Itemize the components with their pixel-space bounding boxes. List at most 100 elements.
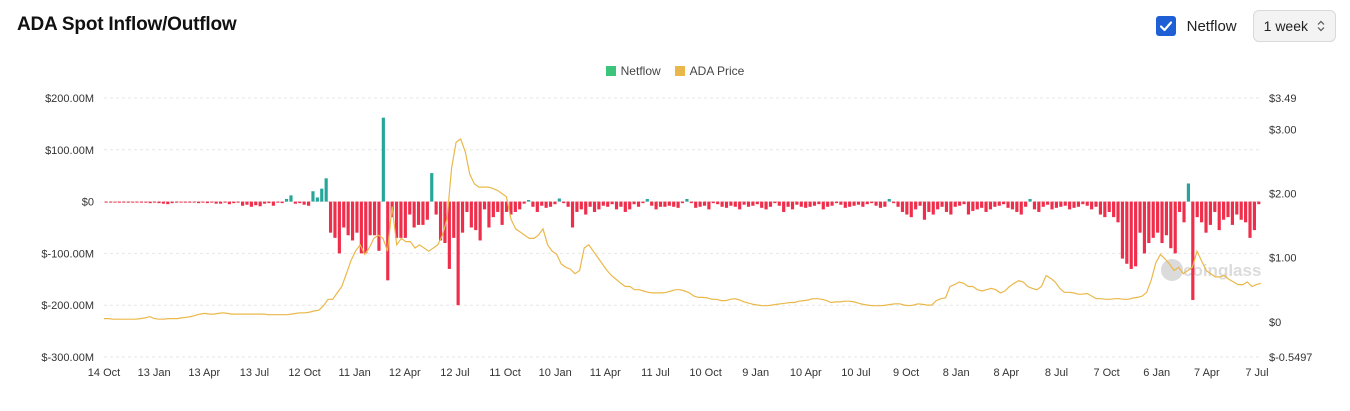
netflow-bar — [623, 201, 627, 212]
netflow-bar — [1116, 201, 1120, 223]
netflow-bar — [804, 201, 808, 208]
netflow-bar — [500, 201, 504, 225]
netflow-bar — [403, 201, 407, 238]
netflow-bar — [997, 201, 1001, 206]
netflow-bar — [1217, 201, 1221, 231]
interval-select[interactable]: 1 week — [1252, 10, 1336, 42]
netflow-bar — [443, 201, 447, 244]
legend-item-ada-price[interactable]: ADA Price — [674, 64, 744, 78]
netflow-bar — [1120, 201, 1125, 259]
netflow-bar — [183, 201, 187, 203]
x-axis-tick-label: 8 Apr — [994, 367, 1020, 379]
netflow-bar — [984, 201, 988, 212]
netflow-bar — [1125, 201, 1129, 264]
netflow-bar — [1226, 201, 1230, 218]
netflow-bar — [197, 201, 201, 204]
netflow-bar — [1081, 201, 1085, 205]
netflow-bar — [1182, 201, 1186, 223]
netflow-bar — [751, 201, 755, 206]
netflow-bar — [355, 201, 359, 233]
netflow-bar — [271, 201, 275, 206]
netflow-bar — [201, 201, 205, 203]
x-axis-tick-label: 13 Jul — [240, 367, 269, 379]
netflow-bar — [456, 201, 460, 306]
netflow-bar — [905, 201, 909, 215]
netflow-bar — [1059, 201, 1063, 207]
netflow-bar — [1037, 201, 1041, 212]
netflow-bar — [144, 201, 148, 203]
netflow-bar — [359, 201, 363, 254]
netflow-bar — [773, 201, 777, 204]
netflow-bar — [988, 201, 993, 210]
netflow-bar — [394, 201, 399, 238]
netflow-bar — [654, 201, 658, 210]
netflow-bar — [298, 201, 302, 204]
netflow-bar — [658, 201, 663, 207]
netflow-bar — [447, 201, 451, 269]
netflow-bar — [887, 199, 891, 202]
netflow-bar — [852, 201, 856, 206]
netflow-bar — [579, 201, 583, 210]
netflow-bar — [918, 201, 922, 206]
netflow-bar — [192, 201, 196, 203]
interval-select-value: 1 week — [1263, 18, 1308, 34]
netflow-bar — [861, 201, 865, 207]
netflow-bar — [262, 201, 267, 204]
netflow-bar — [166, 201, 170, 205]
netflow-bar — [966, 201, 971, 215]
legend-item-netflow[interactable]: Netflow — [605, 64, 661, 78]
x-axis-tick-label: 9 Oct — [893, 367, 919, 379]
netflow-bar — [1235, 201, 1239, 215]
netflow-bar — [900, 201, 905, 212]
netflow-bar — [628, 201, 632, 210]
netflow-bar — [812, 201, 817, 206]
netflow-checkbox[interactable] — [1155, 16, 1176, 36]
netflow-bar — [258, 201, 262, 207]
netflow-bar — [104, 201, 108, 203]
netflow-bar — [117, 201, 121, 203]
netflow-bar — [777, 201, 781, 206]
netflow-bar — [1191, 201, 1195, 301]
netflow-bar — [1032, 201, 1037, 210]
netflow-bar — [170, 201, 174, 204]
netflow-bar — [135, 201, 139, 203]
netflow-bar — [830, 201, 834, 206]
netflow-bar — [1257, 201, 1261, 205]
x-axis-tick-label: 8 Jul — [1045, 367, 1068, 379]
netflow-bar — [676, 201, 680, 208]
x-axis-ticks: 14 Oct 13 Jan 13 Apr 13 Jul 12 Oct 11 Jan 12 A… — [88, 367, 1269, 379]
legend-swatch-netflow — [605, 66, 616, 76]
netflow-bar — [575, 201, 579, 212]
netflow-bar — [179, 201, 183, 203]
netflow-bar — [364, 201, 368, 254]
netflow-bar — [909, 201, 913, 218]
netflow-bar — [614, 201, 619, 210]
netflow-bar — [795, 201, 799, 205]
netflow-bar — [324, 178, 328, 202]
netflow-bar — [1239, 201, 1243, 220]
left-axis-tick-label: $-100.00M — [41, 248, 94, 260]
netflow-bar — [742, 201, 746, 205]
netflow-bar — [843, 201, 847, 208]
netflow-bar — [1186, 183, 1190, 202]
netflow-bar — [650, 201, 654, 206]
x-axis-tick-label: 9 Jan — [742, 367, 769, 379]
netflow-bar — [733, 201, 737, 207]
netflow-bar — [153, 201, 157, 203]
netflow-bar — [421, 201, 425, 225]
netflow-bar — [522, 201, 526, 204]
netflow-bar — [1019, 201, 1023, 215]
netflow-bar — [430, 173, 434, 202]
netflow-bar — [205, 201, 209, 204]
left-axis-tick-label: $-300.00M — [41, 352, 94, 364]
netflow-bar — [372, 201, 377, 236]
svg-text:coinglass: coinglass — [1183, 261, 1261, 280]
netflow-bar — [914, 201, 918, 210]
netflow-bar — [619, 201, 623, 207]
netflow-checkbox-label[interactable]: Netflow — [1186, 17, 1237, 35]
netflow-bar — [821, 201, 825, 210]
netflow-bar — [460, 201, 465, 233]
netflow-bar — [438, 201, 443, 241]
netflow-bar — [645, 199, 649, 202]
